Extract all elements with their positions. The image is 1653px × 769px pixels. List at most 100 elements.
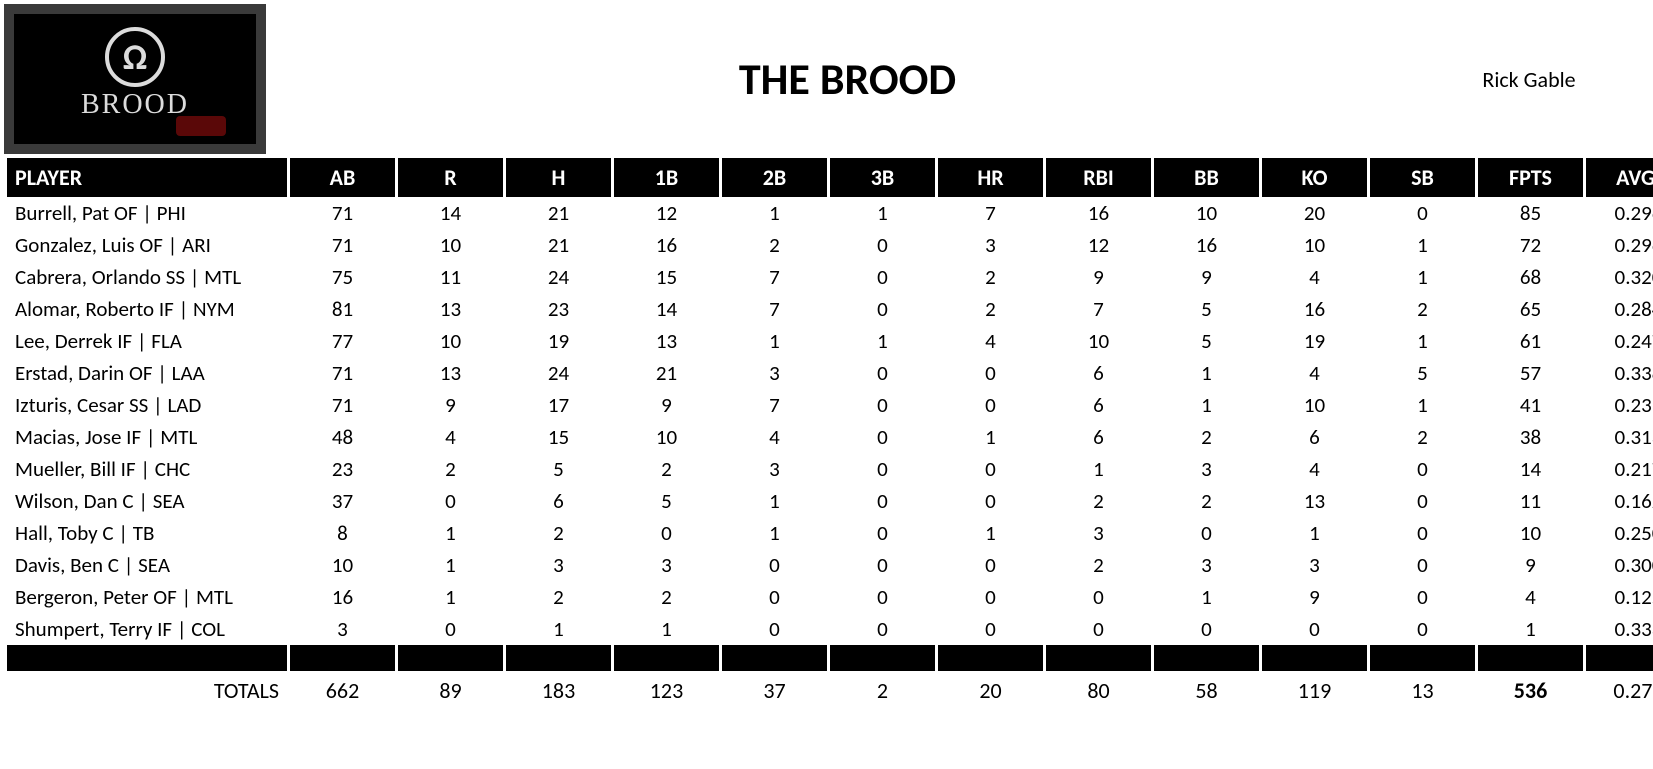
stat-cell: 0 <box>1154 517 1259 549</box>
player-cell: Lee, Derrek IF | FLA <box>7 325 287 357</box>
stat-cell: 12 <box>614 197 719 229</box>
stat-cell: 1 <box>830 325 935 357</box>
stat-cell: 1 <box>722 517 827 549</box>
totals-cell: 89 <box>398 671 503 710</box>
stat-cell: 0 <box>830 581 935 613</box>
col-bb: BB <box>1154 158 1259 197</box>
table-row: Gonzalez, Luis OF | ARI71102116203121610… <box>7 229 1653 261</box>
stat-cell: 8 <box>290 517 395 549</box>
totals-cell: 536 <box>1478 671 1583 710</box>
stat-cell: 4 <box>722 421 827 453</box>
stat-cell: 1 <box>1370 261 1475 293</box>
stat-cell: 3 <box>290 613 395 645</box>
stat-cell: 16 <box>1154 229 1259 261</box>
stat-cell: 0.300 <box>1586 549 1653 581</box>
stat-cell: 0 <box>1370 549 1475 581</box>
stat-cell: 4 <box>398 421 503 453</box>
team-title: THE BROOD <box>266 52 1429 106</box>
stat-cell: 16 <box>290 581 395 613</box>
stat-cell: 71 <box>290 357 395 389</box>
stat-cell: 1 <box>1370 389 1475 421</box>
separator-cell <box>1586 645 1653 671</box>
stat-cell: 15 <box>506 421 611 453</box>
stat-cell: 14 <box>1478 453 1583 485</box>
table-row: Izturis, Cesar SS | LAD71917970061101410… <box>7 389 1653 421</box>
stat-cell: 68 <box>1478 261 1583 293</box>
player-cell: Izturis, Cesar SS | LAD <box>7 389 287 421</box>
stat-cell: 16 <box>614 229 719 261</box>
stat-cell: 0 <box>1262 613 1367 645</box>
stat-cell: 5 <box>506 453 611 485</box>
separator-cell <box>830 645 935 671</box>
owner-name: Rick Gable <box>1429 66 1649 93</box>
stat-cell: 77 <box>290 325 395 357</box>
stat-cell: 7 <box>1046 293 1151 325</box>
stat-cell: 0 <box>1046 613 1151 645</box>
col-avg: AVG. <box>1586 158 1653 197</box>
stat-cell: 0 <box>830 485 935 517</box>
stat-cell: 9 <box>398 389 503 421</box>
col-ko: KO <box>1262 158 1367 197</box>
stat-cell: 2 <box>938 261 1043 293</box>
stat-cell: 71 <box>290 197 395 229</box>
stat-cell: 1 <box>722 485 827 517</box>
stat-cell: 85 <box>1478 197 1583 229</box>
table-row: Shumpert, Terry IF | COL3011000000010.33… <box>7 613 1653 645</box>
stat-cell: 0 <box>938 485 1043 517</box>
separator-cell <box>1478 645 1583 671</box>
stat-cell: 48 <box>290 421 395 453</box>
stat-cell: 24 <box>506 357 611 389</box>
separator-cell <box>1370 645 1475 671</box>
team-logo: Ω BROOD <box>4 4 266 154</box>
stat-cell: 3 <box>614 549 719 581</box>
stat-cell: 0.239 <box>1586 389 1653 421</box>
stat-cell: 3 <box>1046 517 1151 549</box>
player-cell: Davis, Ben C | SEA <box>7 549 287 581</box>
player-cell: Gonzalez, Luis OF | ARI <box>7 229 287 261</box>
totals-cell: 123 <box>614 671 719 710</box>
stat-cell: 11 <box>1478 485 1583 517</box>
table-row: Macias, Jose IF | MTL48415104016262380.3… <box>7 421 1653 453</box>
stat-cell: 24 <box>506 261 611 293</box>
stat-cell: 3 <box>1154 549 1259 581</box>
stat-cell: 0 <box>1370 453 1475 485</box>
stat-cell: 1 <box>398 581 503 613</box>
separator-cell <box>1262 645 1367 671</box>
stat-cell: 0.284 <box>1586 293 1653 325</box>
stat-cell: 10 <box>614 421 719 453</box>
player-cell: Mueller, Bill IF | CHC <box>7 453 287 485</box>
stat-cell: 6 <box>1046 421 1151 453</box>
stat-cell: 1 <box>398 517 503 549</box>
totals-cell: 58 <box>1154 671 1259 710</box>
stat-cell: 23 <box>290 453 395 485</box>
stat-cell: 0.338 <box>1586 357 1653 389</box>
col-r: R <box>398 158 503 197</box>
stat-cell: 0 <box>830 517 935 549</box>
player-cell: Erstad, Darin OF | LAA <box>7 357 287 389</box>
stat-cell: 0.217 <box>1586 453 1653 485</box>
stat-cell: 0.313 <box>1586 421 1653 453</box>
logo-accent <box>176 116 226 136</box>
col-hr: HR <box>938 158 1043 197</box>
stat-cell: 19 <box>506 325 611 357</box>
stat-cell: 4 <box>1262 357 1367 389</box>
stat-cell: 4 <box>1262 261 1367 293</box>
stat-cell: 0 <box>614 517 719 549</box>
stat-cell: 5 <box>1154 325 1259 357</box>
stat-cell: 0.333 <box>1586 613 1653 645</box>
table-row: Lee, Derrek IF | FLA77101913114105191610… <box>7 325 1653 357</box>
separator-cell <box>398 645 503 671</box>
stat-cell: 0 <box>830 261 935 293</box>
separator-cell <box>7 645 287 671</box>
stat-cell: 6 <box>1262 421 1367 453</box>
stat-cell: 0 <box>398 485 503 517</box>
stat-cell: 5 <box>614 485 719 517</box>
stat-cell: 15 <box>614 261 719 293</box>
stat-cell: 2 <box>938 293 1043 325</box>
stat-cell: 0 <box>1370 197 1475 229</box>
stat-cell: 0 <box>938 549 1043 581</box>
logo-symbol: Ω <box>105 27 165 87</box>
logo-text: BROOD <box>81 89 189 121</box>
stat-cell: 57 <box>1478 357 1583 389</box>
stat-cell: 37 <box>290 485 395 517</box>
